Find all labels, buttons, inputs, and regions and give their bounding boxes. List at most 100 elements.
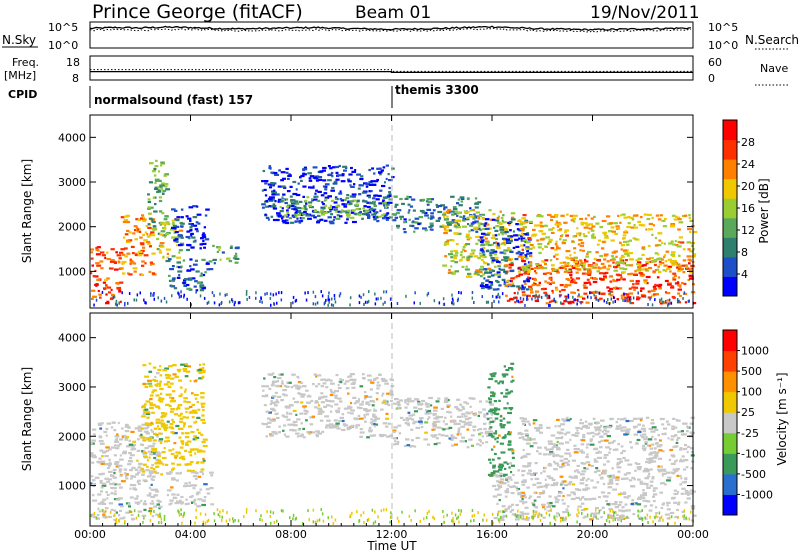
velocity-cell-1 <box>189 460 194 464</box>
velocity-ground-cell <box>216 508 219 512</box>
velocity-cell-6 <box>544 508 547 511</box>
velocity-ground-cell <box>301 521 304 525</box>
velocity-cell-3 <box>297 385 301 388</box>
power-cell-2 <box>164 224 167 227</box>
power-cell-7 <box>308 186 312 189</box>
velocity-ground-cell <box>312 520 315 524</box>
power-cell-7 <box>265 216 270 219</box>
power-cell-13 <box>648 228 653 231</box>
power-ground-cell <box>153 292 155 295</box>
velocity-cell-3 <box>347 411 350 414</box>
power-cell-5 <box>208 260 213 263</box>
velocity-cell-3 <box>334 403 339 406</box>
velocity-cell-0 <box>139 469 145 472</box>
velocity-cell-7 <box>544 446 547 449</box>
power-cell-13 <box>664 260 668 263</box>
velocity-cell-4 <box>432 435 436 438</box>
power-cell-5 <box>173 287 178 290</box>
velocity-cell-7 <box>689 447 694 450</box>
power-cell-12 <box>620 294 626 297</box>
velocity-cell-7 <box>597 426 602 429</box>
power-cell-6 <box>228 260 233 263</box>
power-cell-11 <box>485 283 489 287</box>
power-cell-13 <box>525 247 528 250</box>
velocity-cell-4 <box>459 440 462 443</box>
power-cell-1 <box>120 216 125 219</box>
velocity-cell-6 <box>651 477 655 480</box>
power-cell-2 <box>164 185 168 188</box>
velocity-cell-7 <box>581 425 586 428</box>
power-cell-13 <box>583 226 589 229</box>
power-cell-8 <box>286 211 290 214</box>
velocity-cell-3 <box>358 398 361 401</box>
velocity-cell-1 <box>183 397 188 400</box>
velocity-cell-0 <box>137 426 143 429</box>
power-cell-13 <box>664 269 668 273</box>
velocity-cell-5 <box>504 373 509 376</box>
velocity-cell-3 <box>286 418 291 421</box>
power-cell-2 <box>161 192 165 195</box>
power-cell-12 <box>687 278 690 281</box>
power-cell-13 <box>606 215 611 218</box>
power-cell-12 <box>559 266 564 269</box>
power-cell-10 <box>460 251 463 254</box>
power-cell-13 <box>673 218 678 221</box>
power-cell-9 <box>430 212 434 215</box>
velocity-cell-5 <box>496 440 499 443</box>
velocity-ground-cell <box>410 518 412 522</box>
velocity-cell-1 <box>200 433 204 436</box>
velocity-cell-3 <box>353 402 357 405</box>
velocity-cell-0 <box>153 452 156 455</box>
power-cell-13 <box>536 239 539 242</box>
velocity-cell-3 <box>315 430 320 433</box>
velocity-cell-3 <box>313 373 317 376</box>
velocity-cell-6 <box>598 496 601 499</box>
power-cell-11 <box>484 218 490 221</box>
velocity-cell-1 <box>191 392 194 395</box>
power-ground-cell <box>114 302 117 306</box>
power-cell-7 <box>381 184 386 188</box>
velocity-cell-3 <box>329 388 332 392</box>
velocity-cell-1 <box>152 447 158 451</box>
nave-label: Nave <box>760 62 788 75</box>
velocity-cell-1 <box>141 470 146 473</box>
power-cell-3 <box>159 245 165 248</box>
velocity-cell-1 <box>147 379 152 382</box>
velocity-cell-3 <box>305 410 308 413</box>
velocity-ground-cell <box>124 521 126 525</box>
power-cell-6 <box>212 244 215 247</box>
power-cell-5 <box>189 278 193 281</box>
velocity-cell-3 <box>337 387 342 390</box>
velocity-cell-1 <box>161 451 166 454</box>
power-cell-13 <box>555 220 559 223</box>
cpid-segment-2: themis 3300 <box>395 83 479 97</box>
power-cell-13 <box>620 248 623 251</box>
velocity-cell-5 <box>497 434 501 437</box>
velocity-ground-cell <box>561 518 564 522</box>
power-cell-8 <box>373 203 377 206</box>
velocity-cell-2 <box>196 491 201 494</box>
power-cell-9 <box>419 199 425 202</box>
power-cell-7 <box>385 201 390 205</box>
power-cell-10 <box>500 242 504 245</box>
velocity-ground-cell <box>137 513 140 517</box>
velocity-cell-4 <box>453 422 458 426</box>
velocity-ground-cell <box>153 510 155 513</box>
power-cell-13 <box>676 216 681 219</box>
velocity-cell-0 <box>142 503 148 506</box>
power-cell-1 <box>147 242 151 245</box>
velocity-ground-cell <box>157 514 159 518</box>
power-cell-8 <box>289 195 293 198</box>
power-ground-cell <box>328 298 331 302</box>
velocity-cell-3 <box>359 431 365 434</box>
power-cell-1 <box>149 261 153 264</box>
velocity-cell-0 <box>113 462 119 466</box>
power-cell-1 <box>137 254 143 257</box>
power-cell-13 <box>617 214 620 217</box>
power-cell-7 <box>365 183 371 186</box>
nsearch-tick-bottom: 10^0 <box>708 39 738 52</box>
power-cell-7 <box>339 215 343 218</box>
power-cell-13 <box>573 251 576 254</box>
power-cell-13 <box>608 230 613 233</box>
power-cell-7 <box>317 190 322 193</box>
